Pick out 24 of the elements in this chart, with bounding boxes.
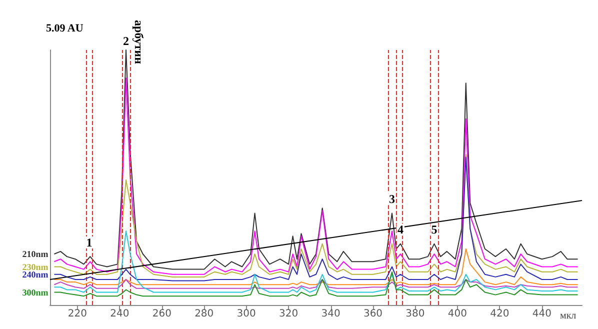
- series-label: 230nm: [22, 262, 49, 272]
- x-tick-label: 400: [448, 308, 467, 320]
- annotation: 2: [123, 34, 129, 48]
- series-label: 210nm: [22, 249, 49, 259]
- x-tick-label: 300: [236, 308, 256, 320]
- x-tick-label: 220: [68, 308, 87, 320]
- annotation: 5: [431, 222, 438, 237]
- x-tick-label: 420: [490, 308, 510, 320]
- x-tick-label: 240: [110, 308, 130, 320]
- series-label: 240nm: [22, 269, 49, 280]
- annotation: 3: [389, 192, 395, 206]
- annotation: 1: [86, 235, 92, 250]
- x-tick-label: 340: [321, 308, 340, 320]
- x-axis-title: мкл: [560, 310, 576, 322]
- x-tick-label: 380: [406, 308, 425, 320]
- series-label: 300nm: [22, 287, 49, 298]
- x-tick-label: 440: [532, 308, 552, 320]
- x-tick-label: 320: [279, 308, 298, 320]
- y-axis-title: 5.09 AU: [46, 22, 84, 34]
- x-tick-label: 280: [194, 308, 214, 320]
- x-tick-label: 360: [363, 308, 383, 320]
- x-tick-label: 260: [152, 308, 172, 320]
- annotation: арбутин: [132, 20, 146, 64]
- annotation: 4: [397, 222, 404, 237]
